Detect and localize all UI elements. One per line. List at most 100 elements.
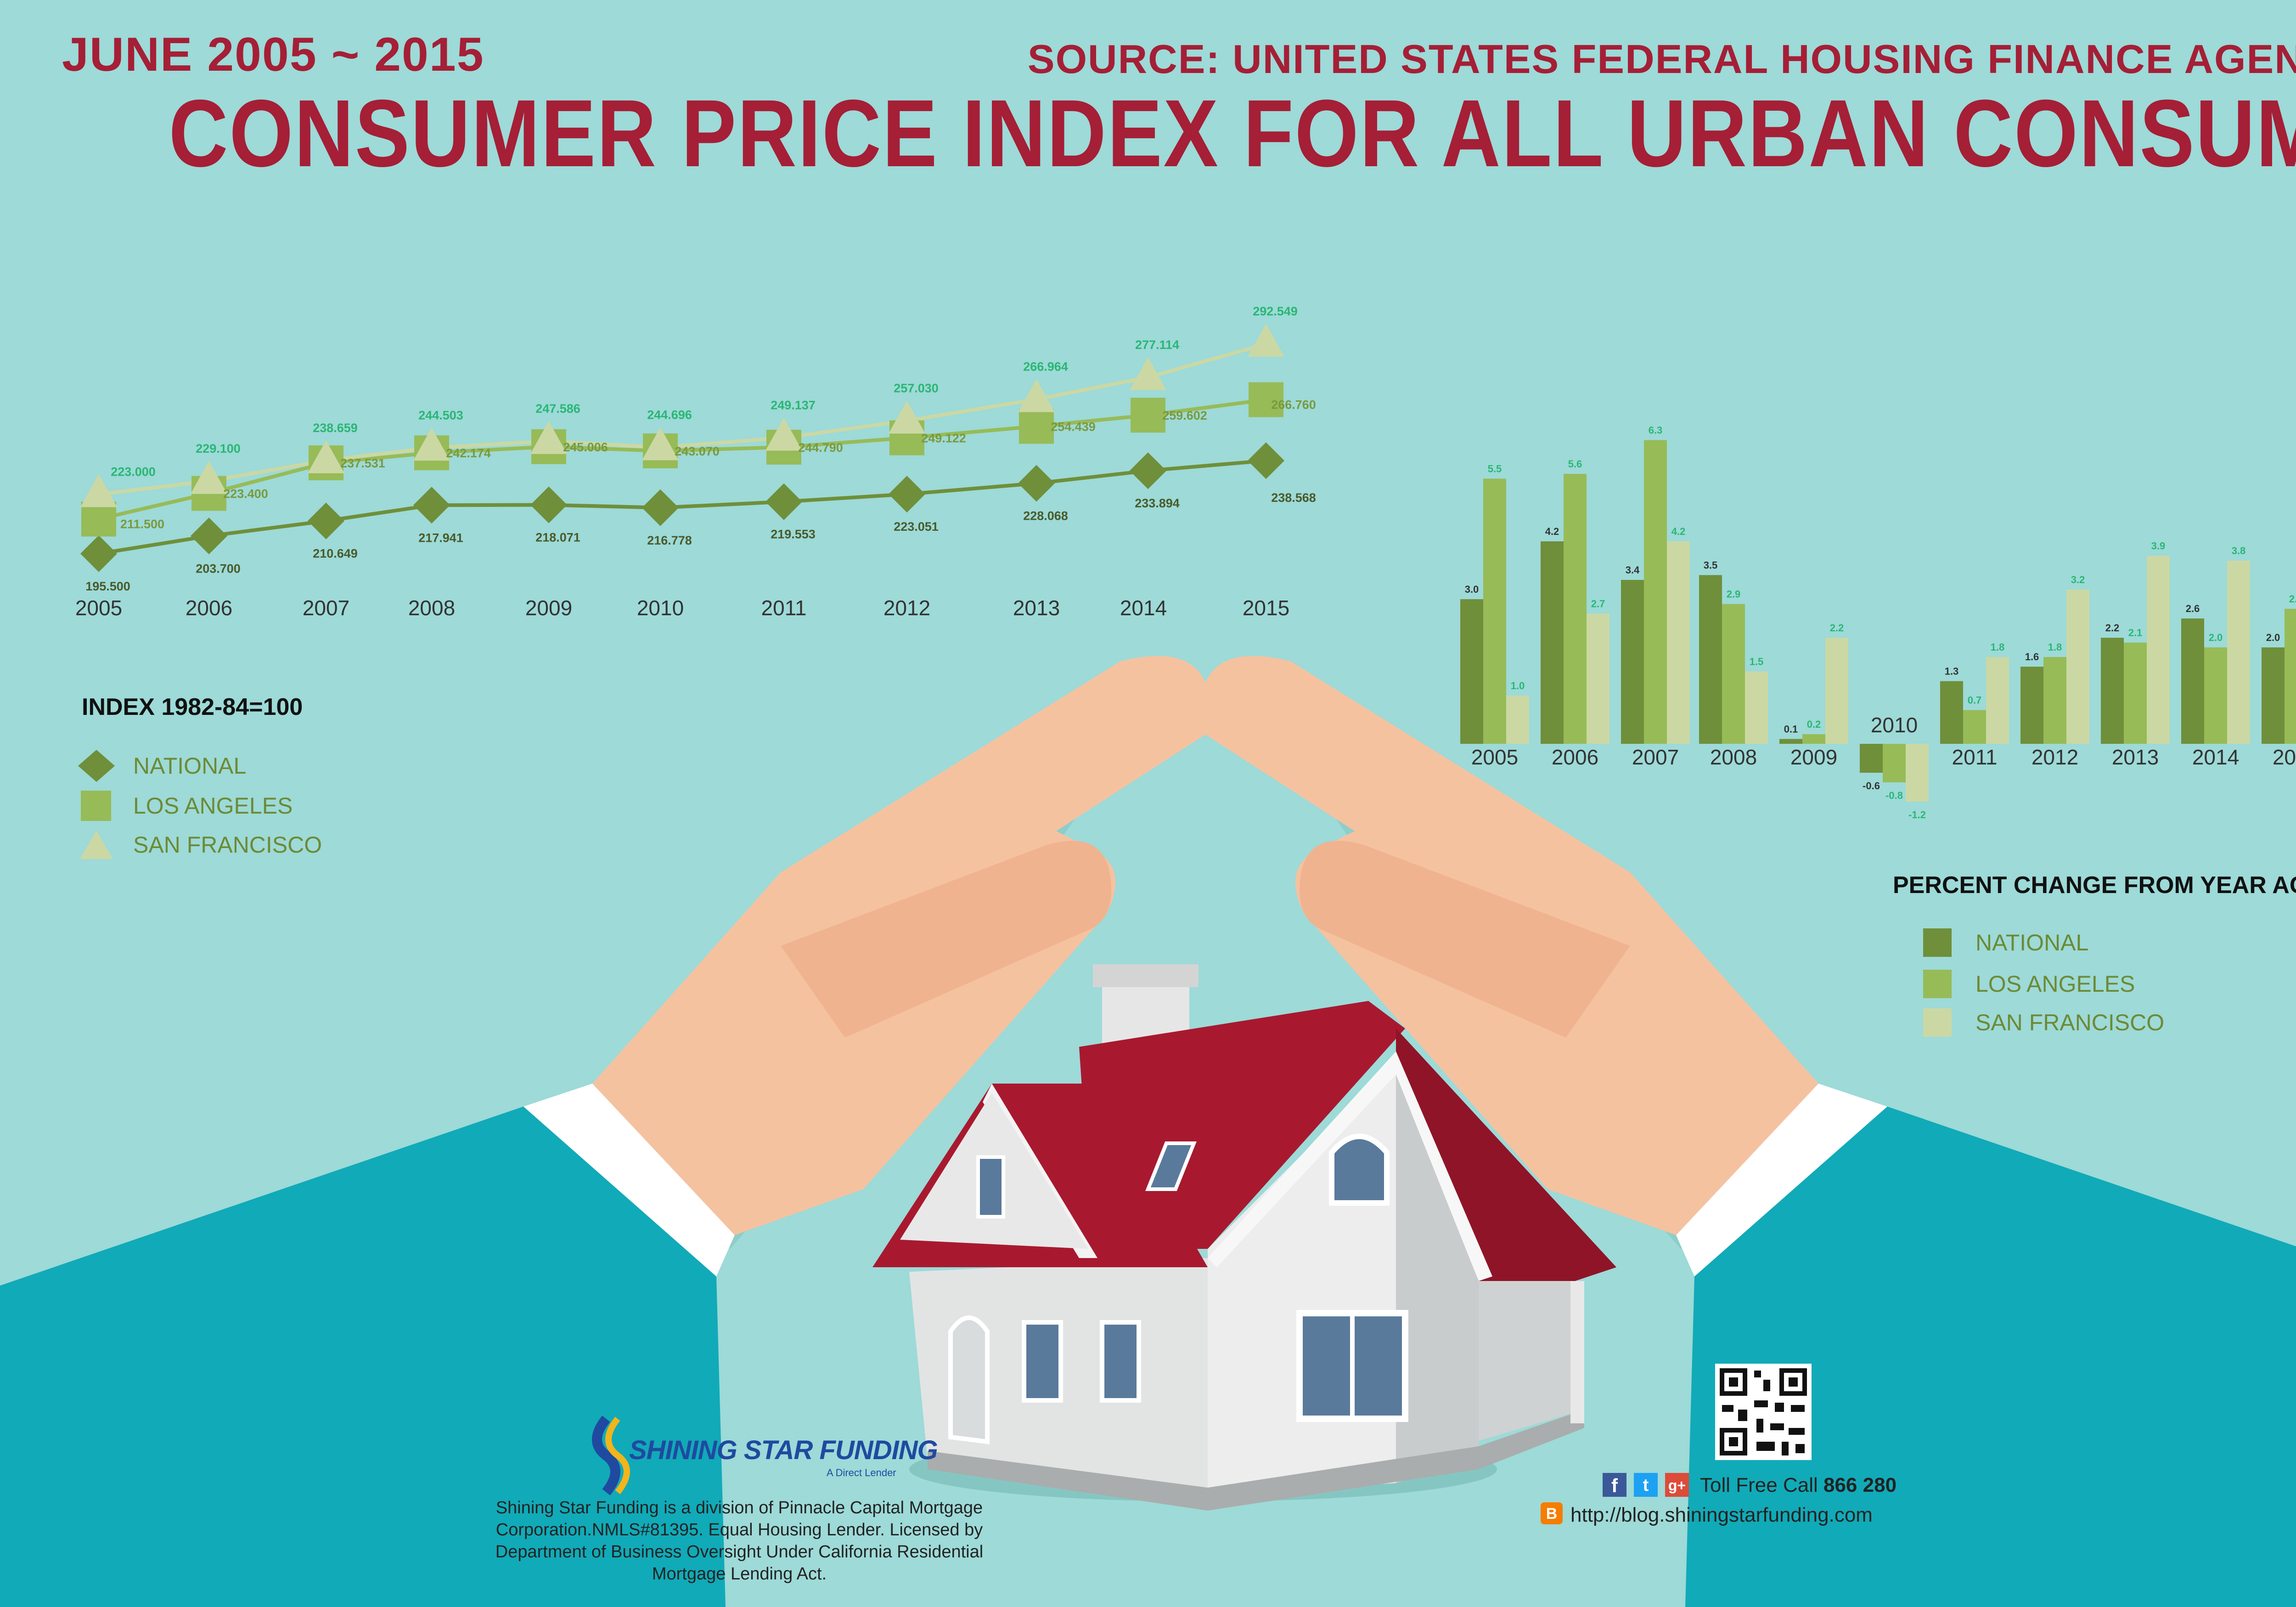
- data-point: [765, 417, 802, 451]
- bar-data-label: 1.5: [1750, 656, 1764, 668]
- data-label: 257.030: [894, 381, 939, 395]
- bar-data-label: 3.5: [1704, 560, 1718, 571]
- data-label: 244.790: [798, 441, 843, 455]
- data-label: 203.700: [196, 562, 241, 575]
- x-tick-label: 2007: [1632, 745, 1679, 769]
- data-point: [80, 535, 117, 572]
- x-tick-label: 2009: [525, 596, 572, 620]
- change-legend-title: PERCENT CHANGE FROM YEAR AGO: [1893, 872, 2296, 899]
- date-range: JUNE 2005 ~ 2015: [62, 28, 484, 81]
- house-porch-post: [1570, 1281, 1584, 1423]
- legend-label: LOS ANGELES: [1975, 971, 2135, 997]
- bar: [1802, 734, 1825, 744]
- blogger-icon[interactable]: B: [1541, 1502, 1563, 1524]
- phone-number[interactable]: 866 280: [1823, 1474, 1897, 1496]
- legend-label: NATIONAL: [133, 753, 247, 779]
- bar-data-label: -0.8: [1885, 790, 1903, 801]
- bar: [2066, 590, 2089, 744]
- bar-data-label: 0.2: [1807, 719, 1821, 730]
- x-tick-label: 2014: [1120, 596, 1167, 620]
- bar: [2043, 657, 2066, 744]
- bar: [2227, 561, 2250, 744]
- bar-data-label: 4.2: [1545, 526, 1559, 537]
- right-hand-thumb: [1300, 841, 1630, 1038]
- left-cuff: [523, 1084, 735, 1276]
- house-side-wing: [1460, 1281, 1584, 1446]
- x-tick-label: 2011: [761, 596, 807, 620]
- bar: [2101, 638, 2124, 744]
- data-label: 223.051: [894, 520, 939, 534]
- bar-data-label: -1.2: [1908, 809, 1926, 820]
- data-point: [889, 400, 925, 434]
- data-label: 210.649: [313, 547, 358, 561]
- twitter-icon[interactable]: t: [1634, 1473, 1658, 1497]
- house-door-arch: [948, 1315, 990, 1444]
- bar: [1483, 478, 1506, 744]
- bar-data-label: 1.8: [2048, 641, 2062, 653]
- x-tick-label: 2005: [75, 596, 122, 620]
- bar-data-label: 3.8: [2232, 545, 2246, 556]
- data-point: [413, 427, 450, 461]
- blog-link[interactable]: http://blog.shiningstarfunding.com: [1570, 1504, 1873, 1526]
- data-point: [191, 517, 227, 555]
- data-label: 259.602: [1162, 409, 1207, 422]
- data-label: 216.778: [647, 534, 692, 547]
- source-note: SOURCE: UNITED STATES FEDERAL HOUSING FI…: [1027, 36, 2296, 82]
- bar: [2181, 618, 2204, 744]
- bar-data-label: 1.3: [1945, 666, 1959, 677]
- bar: [1745, 671, 1768, 744]
- data-label: 237.531: [340, 456, 385, 470]
- data-label: 223.400: [223, 487, 268, 501]
- brand-tagline: A Direct Lender: [827, 1467, 896, 1478]
- bar-data-label: 2.8: [2289, 593, 2296, 605]
- legend-label: SAN FRANCISCO: [133, 832, 322, 858]
- house-base: [928, 1410, 1584, 1511]
- bar-data-label: 2.9: [1727, 589, 1741, 600]
- bar: [1986, 657, 2009, 744]
- x-tick-label: 2013: [1013, 596, 1060, 620]
- facebook-icon[interactable]: f: [1603, 1473, 1626, 1497]
- data-label: 266.964: [1023, 360, 1068, 374]
- bar: [1621, 580, 1644, 744]
- google-plus-icon[interactable]: g+: [1665, 1473, 1689, 1497]
- data-label: 238.659: [313, 421, 358, 435]
- right-cuff: [1676, 1084, 1887, 1276]
- legend-label: SAN FRANCISCO: [1975, 1010, 2165, 1035]
- bar-data-label: 2.2: [1830, 622, 1844, 634]
- bar: [1860, 744, 1883, 773]
- house-arched-window: [1329, 1134, 1390, 1206]
- bar: [1963, 710, 1986, 744]
- x-tick-label: 2010: [1871, 713, 1918, 737]
- left-sleeve: [0, 1107, 726, 1607]
- data-point: [81, 501, 116, 537]
- bar-data-label: 1.0: [1511, 680, 1525, 691]
- data-point: [530, 486, 567, 523]
- data-point: [1248, 442, 1284, 479]
- data-label: 238.568: [1271, 491, 1316, 505]
- national-swatch-icon: [1923, 928, 1952, 957]
- bar-data-label: -0.6: [1863, 780, 1880, 792]
- data-label: 243.070: [675, 444, 720, 458]
- bar: [1825, 638, 1848, 744]
- bar: [1460, 599, 1483, 744]
- bar-data-label: 1.8: [1991, 641, 2005, 653]
- bar: [1883, 744, 1906, 782]
- bar: [1667, 541, 1690, 744]
- data-label: 266.760: [1271, 398, 1316, 412]
- data-point: [1131, 398, 1165, 433]
- bar: [2204, 647, 2227, 744]
- bar: [2285, 609, 2296, 744]
- brand-name: SHINING STAR FUNDING: [629, 1435, 938, 1465]
- data-label: 217.941: [418, 531, 463, 545]
- x-tick-label: 2012: [2032, 745, 2078, 769]
- bar-data-label: 6.3: [1649, 425, 1663, 436]
- data-label: 229.100: [196, 442, 241, 455]
- bar-data-label: 2.6: [2186, 603, 2200, 614]
- house-left-window-1: [1022, 1320, 1063, 1403]
- data-point: [530, 421, 567, 454]
- bar-data-label: 2.0: [2266, 632, 2280, 643]
- x-tick-label: 2015: [2273, 745, 2296, 769]
- data-label: 292.549: [1253, 304, 1298, 318]
- x-tick-label: 2008: [408, 596, 455, 620]
- bar-data-label: 0.1: [1784, 724, 1798, 735]
